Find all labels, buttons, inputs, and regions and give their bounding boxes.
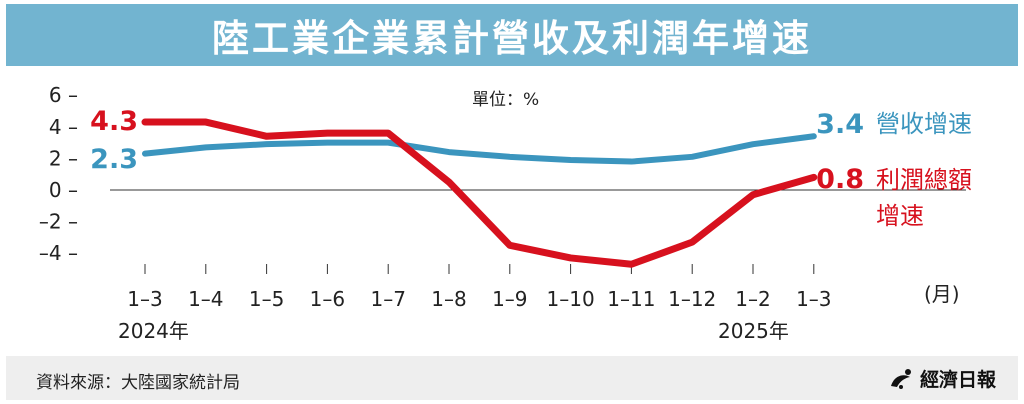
- series-group: [141, 118, 818, 268]
- data-label-revenue-last: 3.4: [816, 109, 864, 140]
- y-tick-label: 0 –: [49, 178, 78, 202]
- brand-name: 經濟日報: [919, 369, 996, 391]
- chart-area: 6 –4 –2 –0 – –2 – –4 – 1–3 1–4 1–5 1–6 1–7 1–8 1…: [6, 66, 1018, 356]
- brand-logo: 經濟日報: [888, 365, 996, 392]
- data-label-profit-first: 4.3: [90, 106, 138, 137]
- x-tick-label: 1–12: [668, 287, 716, 311]
- x-tick-label: 1–6: [310, 287, 345, 311]
- x-axis-ticks: [144, 264, 815, 274]
- legend-revenue: 營收增速: [876, 110, 972, 138]
- x-tick-label: 1–7: [370, 287, 405, 311]
- x-axis-labels: 1–3 1–4 1–5 1–6 1–7 1–8 1–9 1–10 1–11 1–12 1–2 1–3: [127, 287, 831, 311]
- y-tick-label: 2 –: [49, 146, 78, 170]
- line-chart: 6 –4 –2 –0 ––2 ––4 – 1–3 1–4 1–5 1–6 1–7 1–8 1…: [39, 83, 972, 343]
- year-label-2025: 2025年: [718, 319, 789, 343]
- y-tick-label: 6 –: [49, 83, 78, 107]
- y-tick-label: –4 –: [39, 241, 78, 265]
- source-text: 資料來源：大陸國家統計局: [36, 373, 240, 393]
- series-line-profit: [141, 118, 818, 268]
- year-label-2024: 2024年: [118, 319, 189, 343]
- data-label-revenue-first: 2.3: [90, 144, 138, 175]
- x-tick-label: 1–8: [431, 287, 466, 311]
- month-axis-label: (月): [924, 282, 960, 306]
- x-tick-label: 1–11: [607, 287, 655, 311]
- x-tick-label: 1–3: [796, 287, 831, 311]
- y-axis: 6 – 4 – 2 – 0 – –2 – –4 –: [39, 83, 78, 265]
- legend-profit-line2: 增速: [876, 202, 924, 230]
- footer: 資料來源：大陸國家統計局 經濟日報: [6, 356, 1018, 400]
- y-tick-label: 4 –: [49, 115, 78, 139]
- title-bar: 陸工業企業累計營收及利潤年增速: [6, 4, 1018, 66]
- x-tick-label: 1–5: [249, 287, 284, 311]
- data-labels: 2.3 3.4 4.3 0.8: [90, 106, 864, 195]
- x-tick-label: 1–4: [188, 287, 223, 311]
- y-tick-label: –2 –: [39, 210, 78, 234]
- x-tick-label: 1–10: [547, 287, 595, 311]
- x-tick-label: 1–2: [735, 287, 770, 311]
- x-tick-label: 1–3: [127, 287, 162, 311]
- unit-label: 單位：%: [472, 90, 539, 110]
- legend-profit-line1: 利潤總額: [876, 166, 972, 194]
- data-label-profit-last: 0.8: [816, 164, 864, 195]
- series-line-revenue: [142, 133, 817, 165]
- chart-title: 陸工業企業累計營收及利潤年增速: [212, 17, 812, 60]
- newspaper-logo-icon: [890, 368, 911, 389]
- x-tick-label: 1–9: [492, 287, 527, 311]
